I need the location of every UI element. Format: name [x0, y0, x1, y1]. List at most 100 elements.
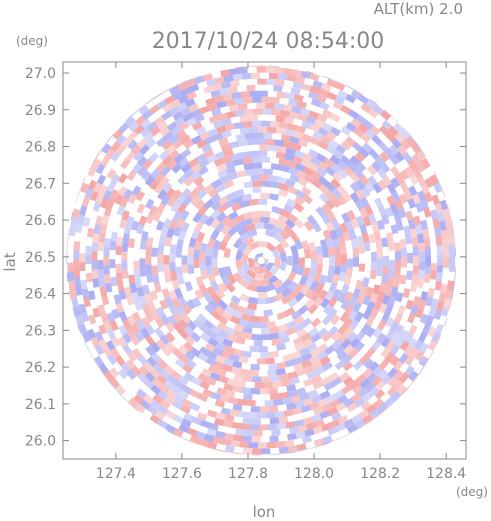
radar-cell [222, 432, 235, 441]
radar-cell [221, 363, 233, 373]
radar-cell [196, 99, 209, 109]
radar-cell [154, 316, 165, 329]
radar-cell [121, 250, 128, 261]
radar-cell [275, 115, 287, 123]
radar-cell [287, 166, 300, 176]
radar-cell [251, 210, 262, 218]
radar-cell [279, 261, 288, 272]
radar-cell [364, 259, 372, 271]
radar-cell [292, 273, 303, 285]
radar-cell [265, 138, 277, 146]
radar-cell [247, 257, 255, 269]
radar-cell [356, 235, 365, 247]
radar-cell [121, 241, 129, 252]
radar-cell [210, 208, 222, 220]
radar-cell [235, 109, 247, 117]
radar-cell [374, 197, 385, 210]
radar-cell [237, 441, 250, 449]
radar-cell [205, 264, 213, 275]
radar-cell [116, 203, 126, 216]
radar-cell [231, 434, 243, 442]
radar-cell [80, 310, 90, 323]
radar-cell [252, 340, 263, 347]
radar-cell [378, 303, 388, 315]
y-tick-label: 26.9 [25, 103, 56, 119]
radar-cell [218, 240, 228, 251]
radar-cell [294, 195, 306, 206]
radar-cell [85, 253, 92, 265]
radar-cell [248, 345, 259, 353]
radar-cell [370, 202, 380, 215]
radar-cell [382, 246, 390, 258]
radar-cell [163, 263, 170, 274]
radar-cell [239, 114, 251, 123]
radar-cell [256, 138, 267, 145]
radar-cell [190, 169, 203, 181]
radar-cell [249, 406, 260, 413]
radar-cell [350, 218, 360, 230]
radar-cell [149, 289, 158, 301]
radar-cell [286, 160, 299, 169]
radar-cell [338, 271, 347, 283]
radar-cell [350, 238, 359, 250]
radar-cell [185, 298, 196, 311]
radar-cell [301, 186, 313, 197]
radar-cell [337, 194, 348, 207]
radar-cell [88, 217, 97, 229]
radar-cell [232, 373, 244, 382]
radar-cell [308, 433, 321, 442]
radar-cell [223, 148, 235, 157]
radar-cell [188, 236, 197, 248]
radar-cell [362, 216, 372, 228]
radar-cell [145, 263, 152, 274]
radar-cell [214, 150, 227, 160]
radar-cell [287, 297, 299, 309]
radar-cell [291, 224, 303, 236]
radar-cell [269, 187, 281, 195]
radar-cell [246, 283, 258, 293]
radar-cell [387, 241, 395, 253]
radar-cell [263, 132, 274, 140]
radar-cell [274, 67, 286, 74]
radar-cell [312, 186, 324, 198]
radar-cell [295, 162, 307, 173]
radar-cell [202, 291, 213, 303]
radar-cell [334, 227, 344, 239]
radar-cell [281, 353, 293, 363]
radar-cell [277, 323, 289, 333]
radar-cell [123, 305, 133, 318]
radar-cell [290, 407, 303, 416]
radar-cell [293, 202, 305, 213]
radar-cell [276, 404, 288, 412]
radar-cell [268, 326, 280, 334]
radar-cell [285, 178, 297, 188]
radar-cell [316, 398, 329, 408]
radar-cell [265, 283, 276, 293]
radar-cell [242, 156, 254, 164]
radar-cell [280, 134, 293, 143]
radar-cell [217, 258, 224, 269]
radar-cell [118, 288, 127, 301]
radar-cell [200, 367, 213, 378]
radar-cell [264, 357, 275, 365]
radar-cell [129, 282, 138, 294]
radar-cell [128, 205, 138, 218]
radar-cell [398, 207, 408, 220]
radar-cell [258, 150, 269, 157]
radar-cell [217, 195, 230, 206]
radar-cell [309, 333, 322, 344]
radar-cell [410, 228, 418, 240]
radar-cell [269, 193, 280, 201]
radar-cell [216, 202, 229, 214]
radar-cell [359, 285, 368, 298]
radar-cell [177, 318, 189, 330]
radar-cell [271, 380, 282, 389]
radar-cell [202, 72, 215, 82]
radar-cell [208, 172, 221, 183]
radar-cell [285, 320, 297, 330]
radar-cell [365, 224, 375, 236]
radar-cell [293, 181, 305, 192]
x-tick-label: 128.0 [294, 466, 334, 482]
radar-cell [301, 239, 310, 251]
radar-cell [153, 228, 162, 240]
